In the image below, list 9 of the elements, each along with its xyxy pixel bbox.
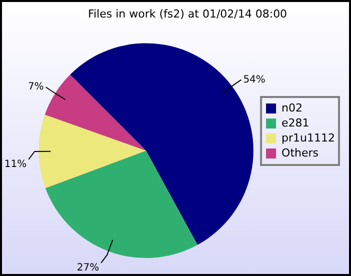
data-label: 7% [28,82,44,93]
legend-label: n02 [282,101,302,114]
data-label: 27% [76,262,100,274]
data-label: 54% [243,74,266,86]
legend-label: e281 [282,116,310,130]
data-label: 11% [4,159,27,170]
chart-title: Files in work (fs2) at 01/02/14 08:00 [88,7,288,20]
legend-label: Others [282,146,319,160]
legend-label: pr1u1112 [282,131,336,144]
